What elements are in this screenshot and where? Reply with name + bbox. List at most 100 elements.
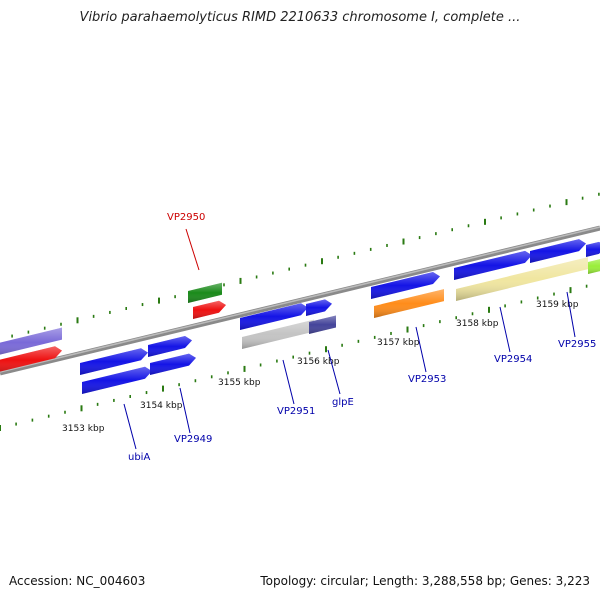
upper-tick	[92, 314, 95, 318]
gene-label-vp2955[interactable]: VP2955	[558, 339, 596, 350]
lower-tick	[471, 312, 474, 316]
gene-vp2950-red-shading	[193, 300, 226, 319]
upper-tick	[125, 306, 127, 310]
map-title: Vibrio parahaemolyticus RIMD 2210633 chr…	[79, 10, 521, 25]
upper-tick	[435, 232, 437, 236]
upper-tick	[598, 192, 600, 196]
gene-vp2953-orange-shading	[374, 289, 444, 318]
lower-tick	[178, 383, 180, 387]
gene-vp2955-blue-shading	[530, 239, 586, 263]
lower-tick	[488, 306, 490, 313]
gene-features	[0, 239, 600, 394]
upper-tick	[174, 295, 176, 299]
leader-vp2954	[499, 306, 511, 353]
upper-tick	[11, 334, 13, 338]
leader-vp2950	[185, 228, 200, 271]
topology-summary: Topology: circular; Length: 3,288,558 bp…	[260, 574, 590, 588]
lower-tick	[341, 343, 343, 347]
upper-tick	[109, 310, 111, 314]
upper-tick	[223, 283, 225, 287]
lower-tick	[553, 292, 555, 296]
upper-tick	[27, 330, 30, 334]
leader-vp2955	[566, 291, 576, 338]
upper-tick	[386, 243, 388, 247]
gene-label-vp2950[interactable]: VP2950	[167, 212, 205, 223]
upper-tick	[532, 208, 535, 212]
upper-tick	[451, 228, 453, 232]
gene-vp2950-green-shading	[188, 282, 222, 303]
gene-purple-left-shading	[0, 327, 62, 355]
tick-label-3154: 3154 kbp	[140, 401, 183, 411]
upper-tick	[60, 322, 62, 326]
lower-tick-track	[0, 284, 588, 431]
upper-tick	[369, 247, 372, 251]
lower-tick	[357, 339, 360, 343]
gene-ubia-upper-shading	[80, 348, 148, 375]
position-labels: 3153 kbp 3154 kbp 3155 kbp 3156 kbp 3157…	[62, 300, 579, 434]
lower-tick	[194, 379, 197, 383]
leader-vp2949	[179, 387, 191, 434]
upper-tick	[304, 263, 307, 267]
upper-tick	[158, 297, 160, 304]
gene-ubia-lower-shading	[82, 366, 152, 394]
lower-tick	[569, 287, 572, 294]
lower-tick	[373, 335, 376, 339]
upper-tick	[76, 317, 79, 324]
chromosome-backbone	[0, 225, 600, 376]
upper-tick	[239, 277, 242, 284]
tick-label-3158: 3158 kbp	[456, 319, 499, 329]
upper-tick	[321, 258, 323, 265]
lower-tick	[96, 402, 99, 406]
upper-tick	[255, 275, 258, 279]
upper-tick	[353, 251, 356, 255]
tick-label-3156: 3156 kbp	[297, 357, 340, 367]
lower-tick	[504, 304, 506, 308]
lower-tick	[422, 324, 425, 328]
tick-label-3159: 3159 kbp	[536, 300, 579, 310]
gene-vp2954-khaki-shading	[456, 257, 588, 301]
lower-tick	[162, 385, 164, 392]
lower-tick	[210, 375, 213, 379]
upper-tick	[272, 271, 274, 275]
gene-edge-blue-shading	[586, 241, 600, 257]
lower-tick	[113, 398, 115, 402]
lower-tick	[80, 405, 83, 412]
lower-tick	[292, 355, 294, 359]
gene-label-glpe[interactable]: glpE	[332, 397, 354, 408]
gene-edge-lime-shading	[588, 259, 600, 274]
gene-label-vp2953[interactable]: VP2953	[408, 374, 446, 385]
gene-vp2949-upper-shading	[148, 336, 192, 357]
upper-tick	[337, 255, 339, 259]
upper-tick	[549, 204, 551, 208]
gene-glpe-upper-shading	[306, 299, 332, 316]
accession-text: Accession: NC_004603	[9, 574, 146, 588]
upper-tick	[141, 303, 144, 307]
gene-label-ubia[interactable]: ubiA	[128, 452, 150, 463]
leader-vp2953	[415, 326, 427, 373]
upper-tick	[565, 199, 568, 206]
leader-ubia	[123, 403, 137, 450]
lower-tick	[536, 296, 539, 300]
gene-vp2954-blue-shading	[454, 250, 532, 280]
gene-red-left-shading	[0, 346, 62, 372]
leader-vp2951	[282, 359, 295, 405]
lower-tick	[227, 371, 229, 375]
gene-vp2953-blue-shading	[371, 272, 440, 299]
lower-tick	[439, 320, 441, 324]
lower-tick	[455, 316, 457, 320]
gene-label-vp2954[interactable]: VP2954	[494, 354, 532, 365]
gene-labels: VP2950 ubiA VP2949 VP2951 glpE VP2953 VP…	[128, 212, 596, 463]
gene-label-vp2951[interactable]: VP2951	[277, 406, 315, 417]
upper-tick	[288, 267, 290, 271]
lower-tick	[390, 331, 392, 335]
lower-tick	[276, 359, 278, 363]
gene-vp2951-gray-shading	[242, 319, 314, 349]
upper-tick	[418, 236, 421, 240]
upper-tick	[516, 212, 519, 216]
upper-tick	[581, 196, 584, 200]
chromosome-backbone-highlight	[0, 226, 600, 373]
gene-label-vp2949[interactable]: VP2949	[174, 434, 212, 445]
gene-vp2951-upper-shading	[240, 303, 308, 330]
gene-glpe-purple-shading	[309, 315, 336, 334]
